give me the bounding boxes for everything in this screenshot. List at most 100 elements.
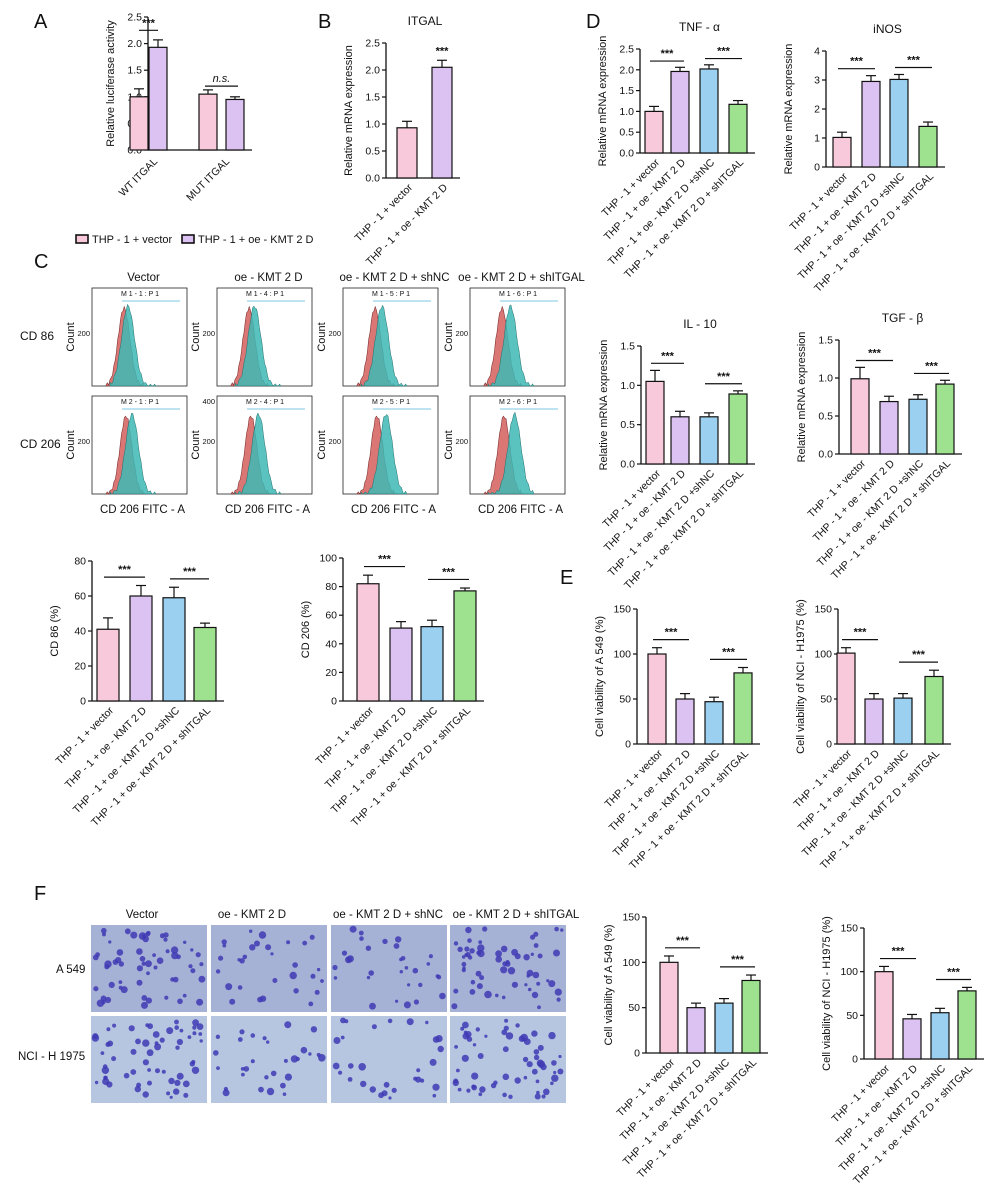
x-category-label: THP - 1 + oe - KMT 2 D +shNC (837, 1062, 949, 1174)
bar (647, 653, 667, 745)
cell-dot (101, 1066, 110, 1075)
cell-dot (266, 1087, 275, 1096)
cell-dot (176, 1038, 183, 1046)
cell-dot (102, 1077, 110, 1086)
bar (930, 1012, 950, 1060)
legend-swatch (75, 234, 89, 244)
gate-label: M 1 - 4 : P 1 (246, 291, 284, 298)
significance-label: *** (868, 348, 882, 360)
cell-dot (142, 1039, 150, 1047)
cell-dot (527, 987, 532, 992)
y-tick-label: 0 (826, 739, 832, 751)
y-tick-label: 0.0 (620, 459, 635, 471)
chart-title: ITGAL (408, 14, 443, 28)
cell-dot (536, 1090, 540, 1095)
y-tick-label: 100 (613, 649, 631, 661)
bar (714, 1002, 734, 1054)
cell-dot (145, 960, 152, 968)
x-category-label: THP - 1 + vector (314, 704, 377, 767)
cell-dot (461, 961, 467, 967)
flow-column-title: oe - KMT 2 D + shNC (339, 272, 449, 284)
y-axis-label: Relative mRNA expression (598, 340, 610, 471)
bar (874, 971, 894, 1060)
micro-column-title: Vector (126, 909, 159, 921)
y-tick-label: 1.0 (818, 373, 833, 385)
y-tick-label: 50 (619, 694, 631, 706)
cell-dot (556, 997, 561, 1002)
cell-dot (254, 940, 260, 947)
cell-dot (368, 970, 375, 976)
cell-dot (280, 1082, 286, 1089)
cell-dot (553, 1070, 557, 1075)
histogram-y-label: Count (190, 322, 202, 351)
gate-label: M 2 - 4 : P 1 (246, 399, 284, 406)
bar (644, 110, 664, 154)
cell-dot (526, 974, 530, 978)
cell-dot (142, 1059, 149, 1066)
bar (129, 96, 149, 151)
cell-dot (537, 1005, 541, 1010)
bar (420, 626, 444, 702)
flow-cytometry-grid: Vector oe - KMT 2 D oe - KMT 2 D + shNC oe … (20, 272, 585, 516)
cell-dot (333, 976, 338, 980)
chart-d2: 0 1 2 3 4 Relative mRNA expression iNOS *** *** T… (783, 22, 945, 295)
cell-dot (524, 983, 528, 987)
y-tick-label: 0.5 (619, 127, 634, 139)
cell-dot (192, 1031, 197, 1036)
gate-label: M 2 - 5 : P 1 (372, 399, 410, 406)
bar (162, 597, 186, 702)
x-category-label: THP - 1 + oe - KMT 2 D + shITGAL (349, 705, 473, 829)
cell-dot (91, 1034, 100, 1042)
cell-dot (550, 1081, 554, 1086)
cell-dot (418, 982, 423, 988)
x-category-label: THP - 1 + oe - KMT 2 D +shNC (611, 747, 723, 859)
charts-layer: 0.0 0.5 1.0 1.5 2.0 2.5 Relative luciferase ac… (49, 12, 984, 1187)
y-tick-label: 2.5 (619, 44, 634, 56)
cell-dot (371, 1024, 377, 1030)
image-background (450, 1016, 566, 1103)
y-axis-label: Cell viability of A 549 (%) (603, 924, 615, 1045)
significance-label: *** (665, 627, 679, 639)
y-tick-label: 0.0 (619, 148, 634, 160)
chart-e2: 0 50 100 150 Cell viability of NCI - H1975 (… (792, 599, 951, 872)
cell-dot (425, 1020, 429, 1025)
chart-f1: 0 50 100 150 Cell viability of A 549 (%) *** *… (603, 912, 768, 1181)
cell-dot (452, 1079, 459, 1087)
y-tick-label: 2.0 (619, 64, 634, 76)
cell-dot (108, 981, 115, 989)
cell-dot (165, 949, 170, 954)
cell-dot (469, 989, 476, 995)
significance-label: *** (378, 554, 392, 566)
y-tick-label: 0.0 (365, 173, 380, 185)
chart-title: IL - 10 (683, 317, 717, 331)
y-tick-label: 2.0 (127, 38, 142, 50)
legend-label: THP - 1 + vector (92, 234, 173, 246)
cell-dot (241, 1072, 245, 1077)
y-tick-label: 0.5 (620, 419, 635, 431)
cell-dot (514, 1077, 521, 1084)
marker-histogram (487, 411, 535, 495)
cell-dot (101, 1000, 106, 1005)
bar (389, 627, 413, 702)
cell-dot (523, 1075, 528, 1080)
cell-dot (475, 970, 482, 977)
histogram-y-label: Count (316, 430, 328, 459)
y-tick-label: 150 (622, 912, 640, 924)
image-background (91, 1016, 207, 1103)
cell-dot (135, 1038, 141, 1045)
cell-dot (115, 957, 122, 964)
histogram-y-tick: 200 (328, 329, 341, 338)
cell-dot (548, 980, 556, 988)
y-tick-label: 100 (814, 649, 832, 661)
cell-dot (316, 967, 321, 972)
cell-dot (439, 992, 446, 1000)
cell-dot (395, 936, 402, 943)
cell-dot (300, 1046, 308, 1054)
significance-label: *** (442, 566, 456, 578)
y-tick-label: 50 (846, 1010, 858, 1022)
bar (659, 961, 679, 1054)
cell-dot (249, 944, 256, 951)
